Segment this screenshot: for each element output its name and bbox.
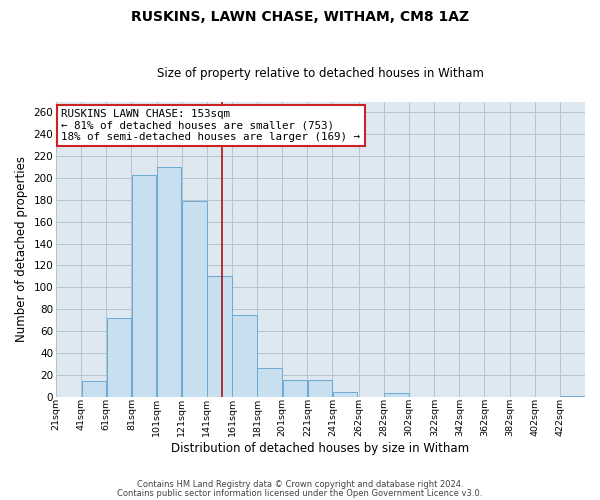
- Bar: [107, 318, 131, 396]
- Bar: [132, 174, 156, 396]
- Bar: [157, 167, 181, 396]
- Bar: [385, 394, 409, 396]
- Title: Size of property relative to detached houses in Witham: Size of property relative to detached ho…: [157, 66, 484, 80]
- X-axis label: Distribution of detached houses by size in Witham: Distribution of detached houses by size …: [172, 442, 470, 455]
- Bar: [308, 380, 332, 396]
- Bar: [182, 201, 206, 396]
- Bar: [283, 380, 307, 396]
- Bar: [207, 276, 232, 396]
- Y-axis label: Number of detached properties: Number of detached properties: [15, 156, 28, 342]
- Bar: [333, 392, 357, 396]
- Bar: [232, 314, 257, 396]
- Text: RUSKINS, LAWN CHASE, WITHAM, CM8 1AZ: RUSKINS, LAWN CHASE, WITHAM, CM8 1AZ: [131, 10, 469, 24]
- Text: Contains HM Land Registry data © Crown copyright and database right 2024.: Contains HM Land Registry data © Crown c…: [137, 480, 463, 489]
- Bar: [82, 382, 106, 396]
- Text: Contains public sector information licensed under the Open Government Licence v3: Contains public sector information licen…: [118, 489, 482, 498]
- Bar: [257, 368, 282, 396]
- Text: RUSKINS LAWN CHASE: 153sqm
← 81% of detached houses are smaller (753)
18% of sem: RUSKINS LAWN CHASE: 153sqm ← 81% of deta…: [61, 109, 361, 142]
